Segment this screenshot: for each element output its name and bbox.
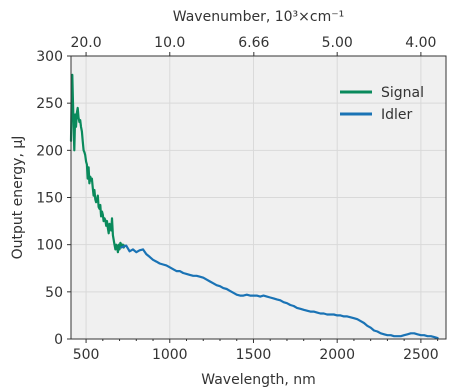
top-tick-label: 6.66 [238, 35, 269, 51]
top-tick-label: 20.0 [70, 35, 101, 51]
axes: 500 1000 1500 2000 2500 0 50 100 150 200 250 300 20.… [36, 35, 438, 363]
y-tick-label: 150 [36, 191, 63, 207]
y-tick-label: 0 [54, 332, 63, 348]
y-tick-label: 250 [36, 96, 63, 112]
top-tick-label: 4.00 [405, 35, 436, 51]
series-line-idler [120, 244, 439, 340]
x-axis-title: Wavelength, nm [201, 372, 315, 388]
y-tick-label: 200 [36, 143, 63, 159]
y-tick-label: 100 [36, 238, 63, 254]
legend-label-signal: Signal [381, 85, 424, 101]
x-tick-label: 500 [73, 347, 100, 363]
series-line-signal [69, 73, 126, 254]
series-layer [69, 73, 439, 340]
top-tick-label: 10.0 [154, 35, 185, 51]
legend: Signal Idler [340, 85, 424, 123]
y-tick-label: 300 [36, 49, 63, 65]
x-tick-label: 2000 [319, 347, 355, 363]
x-tick-label: 1000 [152, 347, 188, 363]
y-axis-title: Output energy, μJ [10, 136, 26, 260]
top-tick-label: 5.00 [322, 35, 353, 51]
y-tick-label: 50 [45, 285, 63, 301]
x-tick-label: 1500 [236, 347, 272, 363]
x-tick-label: 2500 [403, 347, 439, 363]
legend-label-idler: Idler [381, 107, 413, 123]
grid [71, 55, 446, 340]
top-axis-title: Wavenumber, 10³×cm⁻¹ [173, 9, 344, 25]
